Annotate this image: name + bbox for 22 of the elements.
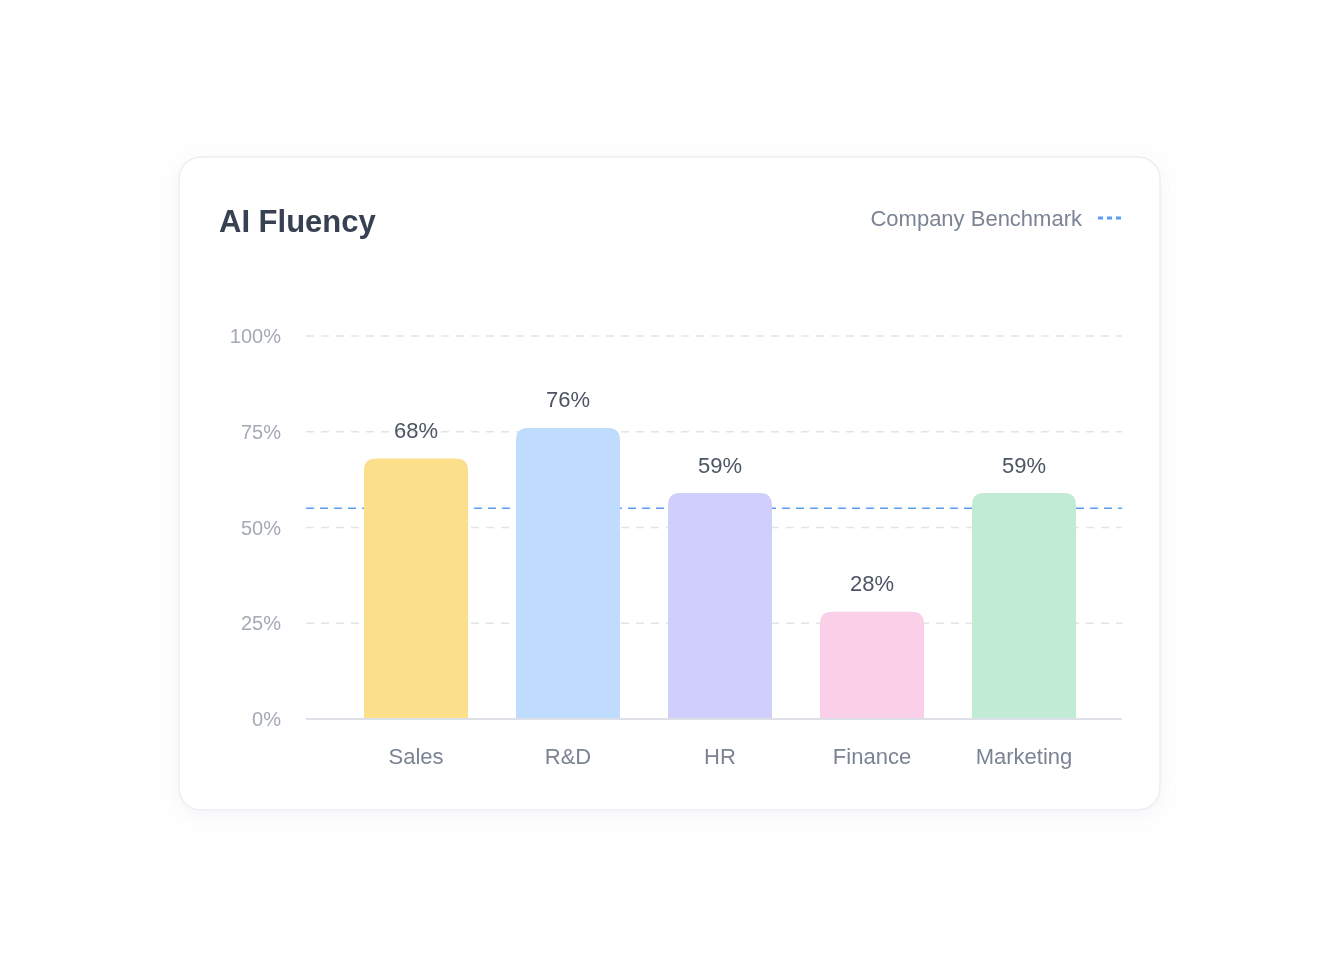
y-tick-label: 100% bbox=[229, 325, 282, 347]
data-label: 59% bbox=[697, 452, 743, 478]
y-tick-label: 75% bbox=[240, 420, 282, 443]
chart-title: AI Fluency bbox=[219, 203, 377, 239]
data-label: 68% bbox=[393, 418, 439, 444]
x-tick-label: Marketing bbox=[975, 743, 1073, 769]
x-tick-label: HR bbox=[704, 743, 736, 769]
x-tick-label: Sales bbox=[388, 743, 444, 769]
y-tick-label: 0% bbox=[252, 708, 282, 730]
bar bbox=[972, 493, 1076, 719]
bar bbox=[516, 427, 620, 719]
y-tick-label: 25% bbox=[240, 612, 282, 635]
legend-label: Company Benchmark bbox=[870, 205, 1083, 231]
bar bbox=[364, 458, 468, 719]
x-tick-label: Finance bbox=[832, 743, 912, 769]
bar bbox=[820, 611, 924, 719]
data-label: 76% bbox=[545, 387, 591, 413]
bar bbox=[668, 493, 772, 719]
data-label: 28% bbox=[849, 571, 895, 597]
x-tick-label: R&D bbox=[544, 743, 592, 769]
data-label: 59% bbox=[1001, 452, 1047, 478]
y-tick-label: 50% bbox=[240, 516, 282, 539]
